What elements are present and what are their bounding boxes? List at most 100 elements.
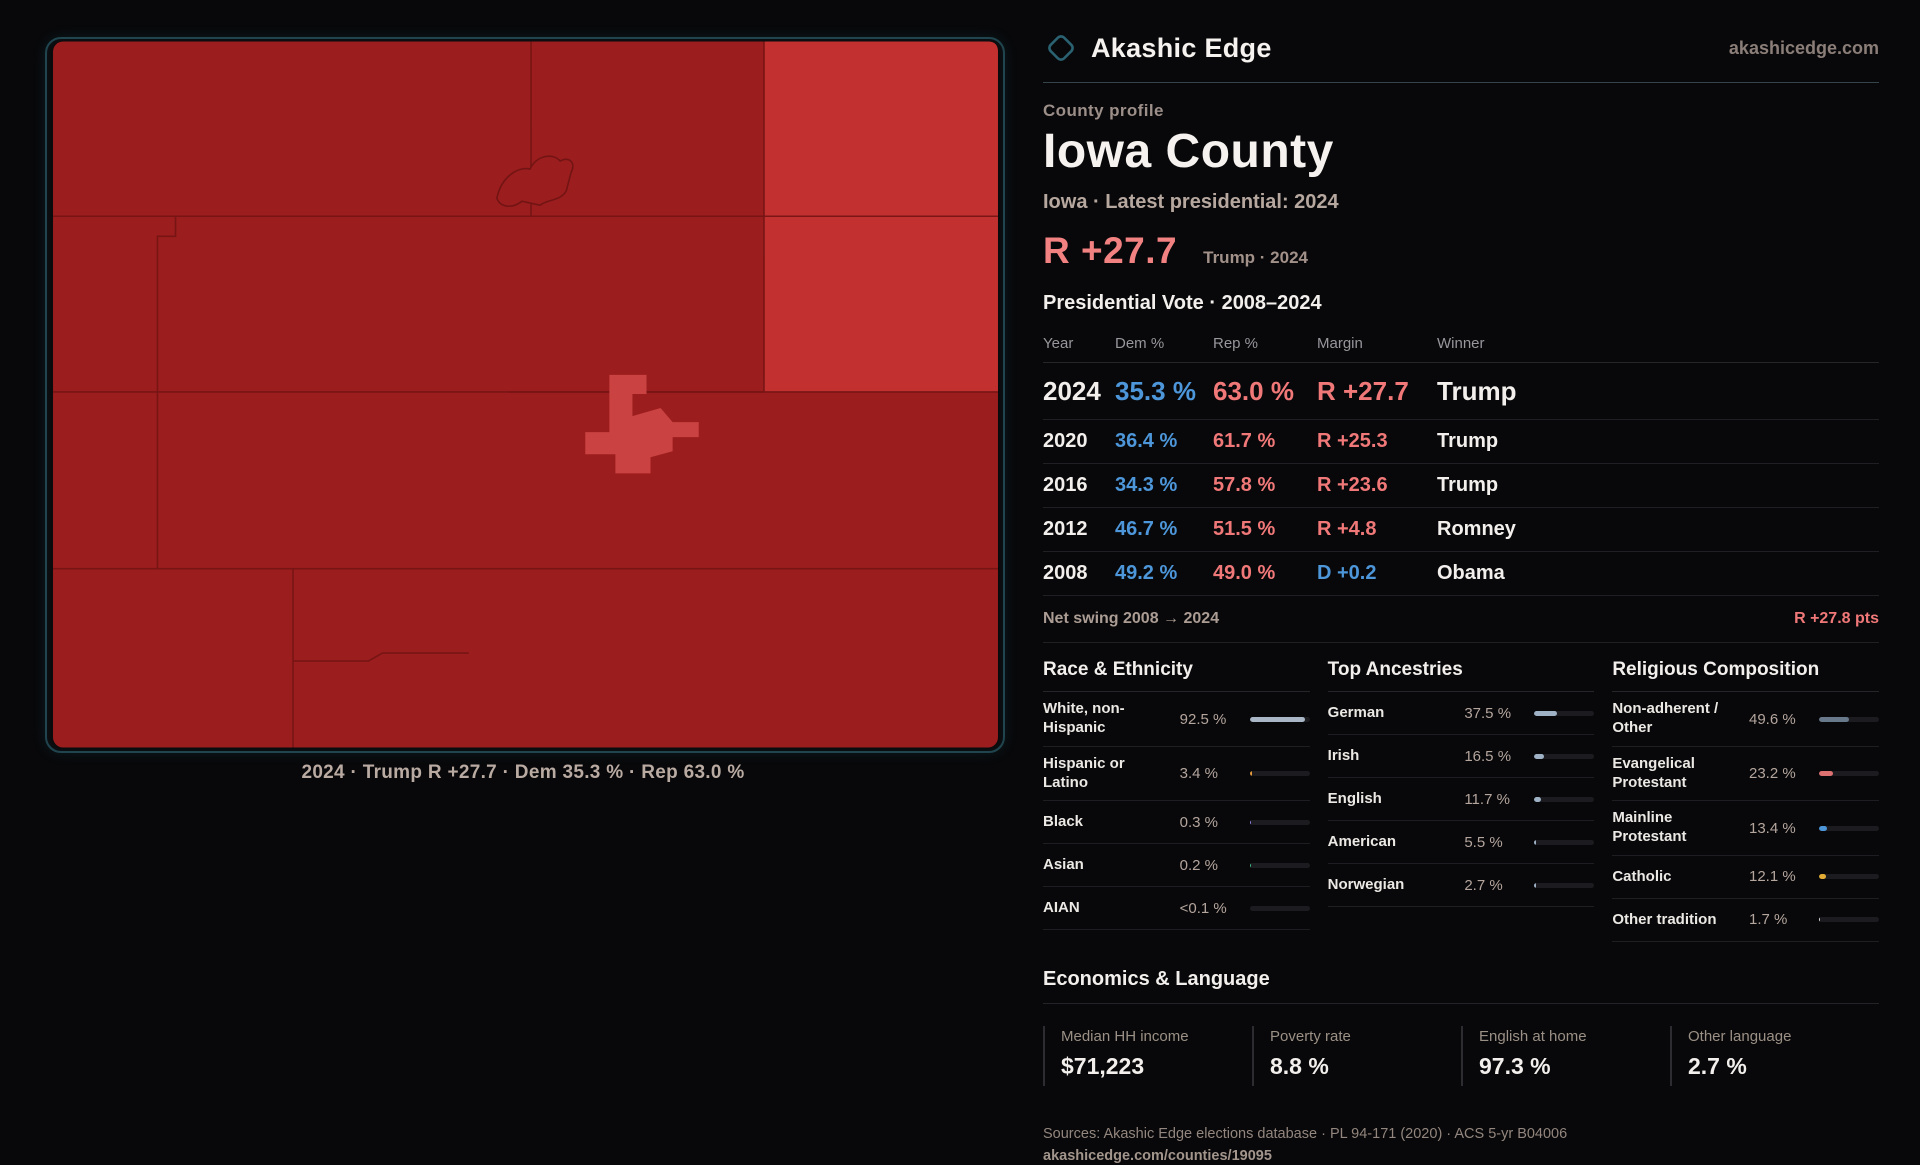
- stat-label: English at home: [1479, 1028, 1670, 1045]
- map-caption: 2024 · Trump R +27.7 · Dem 35.3 % · Rep …: [45, 762, 1001, 784]
- demo-label: Mainline Protestant: [1612, 809, 1741, 847]
- cell-rep-pct: 63.0 %: [1213, 376, 1317, 407]
- cell-winner: Obama: [1437, 562, 1879, 585]
- demo-label: Asian: [1043, 856, 1172, 875]
- headline-margin-context: Trump · 2024: [1203, 248, 1308, 268]
- cell-year: 2024: [1043, 376, 1115, 407]
- demo-bar-fill: [1534, 711, 1557, 716]
- demo-bar-fill: [1250, 771, 1252, 776]
- demo-row-catholic: Catholic 12.1 %: [1612, 856, 1879, 899]
- cell-winner: Trump: [1437, 474, 1879, 497]
- cell-dem-pct: 46.7 %: [1115, 518, 1213, 541]
- cell-rep-pct: 51.5 %: [1213, 518, 1317, 541]
- cell-year: 2016: [1043, 474, 1115, 497]
- demo-bar: [1819, 874, 1879, 879]
- demo-bar-fill: [1534, 840, 1536, 845]
- cell-year: 2012: [1043, 518, 1115, 541]
- demo-value: 0.3 %: [1180, 814, 1242, 831]
- demo-label: AIAN: [1043, 899, 1172, 918]
- demo-label: Norwegian: [1328, 876, 1457, 895]
- cell-winner: Trump: [1437, 430, 1879, 453]
- demo-value: 0.2 %: [1180, 857, 1242, 874]
- profile-panel: Akashic Edge akashicedge.com County prof…: [1043, 26, 1879, 1165]
- demo-bar-fill: [1819, 874, 1826, 879]
- economics-section-title: Economics & Language: [1043, 968, 1879, 1004]
- stat-value: 2.7 %: [1688, 1053, 1879, 1080]
- demo-bar: [1250, 906, 1310, 911]
- stat-value: 8.8 %: [1270, 1053, 1461, 1080]
- demo-row-american: American 5.5 %: [1328, 821, 1595, 864]
- demo-label: American: [1328, 833, 1457, 852]
- demo-value: 16.5 %: [1464, 748, 1526, 765]
- demo-value: <0.1 %: [1180, 900, 1242, 917]
- demo-bar-fill: [1819, 917, 1820, 922]
- demo-row-other-tradition: Other tradition 1.7 %: [1612, 899, 1879, 942]
- demo-row-asian: Asian 0.2 %: [1043, 844, 1310, 887]
- demo-label: White, non-Hispanic: [1043, 700, 1172, 738]
- demo-value: 12.1 %: [1749, 868, 1811, 885]
- cell-margin: R +4.8: [1317, 518, 1437, 541]
- kicker: County profile: [1043, 101, 1879, 121]
- column-header-rep: Rep %: [1213, 335, 1317, 352]
- demo-value: 2.7 %: [1464, 877, 1526, 894]
- cell-dem-pct: 34.3 %: [1115, 474, 1213, 497]
- cell-margin: R +27.7: [1317, 376, 1437, 407]
- stat-median-hh-income: Median HH income$71,223: [1043, 1026, 1252, 1086]
- cell-margin: R +25.3: [1317, 430, 1437, 453]
- demo-section-title: Top Ancestries: [1328, 659, 1595, 692]
- demo-label: Hispanic or Latino: [1043, 755, 1172, 793]
- demo-value: 11.7 %: [1464, 791, 1526, 808]
- demo-label: German: [1328, 704, 1457, 723]
- demo-bar: [1534, 797, 1594, 802]
- cell-rep-pct: 57.8 %: [1213, 474, 1317, 497]
- demo-bar: [1534, 711, 1594, 716]
- cell-winner: Trump: [1437, 376, 1879, 407]
- demo-bar: [1250, 771, 1310, 776]
- cell-rep-pct: 61.7 %: [1213, 430, 1317, 453]
- demo-bar: [1250, 717, 1310, 722]
- brand-domain-link[interactable]: akashicedge.com: [1729, 38, 1879, 59]
- demo-label: Other tradition: [1612, 911, 1741, 930]
- column-header-winner: Winner: [1437, 335, 1879, 352]
- sources-text: Sources: Akashic Edge elections database…: [1043, 1126, 1879, 1142]
- permalink[interactable]: akashicedge.com/counties/19095: [1043, 1148, 1272, 1164]
- demo-label: Irish: [1328, 747, 1457, 766]
- county-subtitle: Iowa · Latest presidential: 2024: [1043, 191, 1879, 214]
- demo-bar-fill: [1819, 826, 1827, 831]
- demo-bar: [1534, 883, 1594, 888]
- cell-dem-pct: 35.3 %: [1115, 376, 1213, 407]
- county-map: [47, 39, 1003, 751]
- demo-row-evangelical-protestant: Evangelical Protestant 23.2 %: [1612, 747, 1879, 802]
- demo-bar: [1250, 863, 1310, 868]
- demo-value: 92.5 %: [1180, 711, 1242, 728]
- footer: Sources: Akashic Edge elections database…: [1043, 1126, 1879, 1165]
- column-header-dem: Dem %: [1115, 335, 1213, 352]
- demo-value: 13.4 %: [1749, 820, 1811, 837]
- demo-bar-fill: [1819, 717, 1849, 722]
- demo-bar-fill: [1819, 771, 1833, 776]
- demo-bar: [1819, 917, 1879, 922]
- brand-header: Akashic Edge akashicedge.com: [1043, 26, 1879, 70]
- demo-label: English: [1328, 790, 1457, 809]
- demo-value: 5.5 %: [1464, 834, 1526, 851]
- brand-diamond-icon: [1043, 30, 1079, 66]
- headline-margin-value: R +27.7: [1043, 230, 1177, 272]
- demo-label: Evangelical Protestant: [1612, 755, 1741, 793]
- demo-label: Catholic: [1612, 868, 1741, 887]
- net-swing-label: Net swing 2008 → 2024: [1043, 610, 1219, 628]
- demo-bar: [1819, 717, 1879, 722]
- demo-value: 1.7 %: [1749, 911, 1811, 928]
- demo-value: 23.2 %: [1749, 765, 1811, 782]
